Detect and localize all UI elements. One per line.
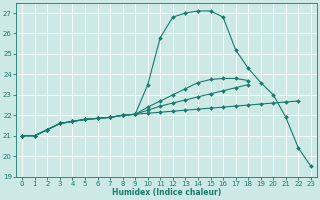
X-axis label: Humidex (Indice chaleur): Humidex (Indice chaleur) xyxy=(112,188,221,197)
